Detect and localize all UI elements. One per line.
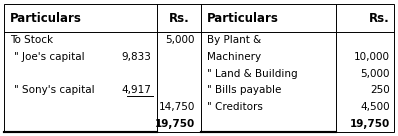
Text: 19,750: 19,750 <box>155 119 195 129</box>
Text: 5,000: 5,000 <box>361 69 390 79</box>
Text: " Creditors: " Creditors <box>207 102 263 112</box>
Text: 14,750: 14,750 <box>159 102 195 112</box>
Text: 250: 250 <box>370 85 390 95</box>
Text: " Bills payable: " Bills payable <box>207 85 281 95</box>
Text: Particulars: Particulars <box>207 12 279 24</box>
Text: " Sony's capital: " Sony's capital <box>14 85 95 95</box>
Text: 10,000: 10,000 <box>354 52 390 62</box>
Text: Rs.: Rs. <box>369 12 390 24</box>
Text: Particulars: Particulars <box>10 12 82 24</box>
Text: " Joe's capital: " Joe's capital <box>14 52 84 62</box>
Text: 5,000: 5,000 <box>166 35 195 45</box>
Text: To Stock: To Stock <box>10 35 53 45</box>
Text: 19,750: 19,750 <box>350 119 390 129</box>
Text: 4,917: 4,917 <box>121 85 151 95</box>
Text: 4,500: 4,500 <box>361 102 390 112</box>
Text: Machinery: Machinery <box>207 52 261 62</box>
Text: 9,833: 9,833 <box>121 52 151 62</box>
Text: " Land & Building: " Land & Building <box>207 69 298 79</box>
Text: By Plant &: By Plant & <box>207 35 261 45</box>
Text: Rs.: Rs. <box>169 12 189 24</box>
